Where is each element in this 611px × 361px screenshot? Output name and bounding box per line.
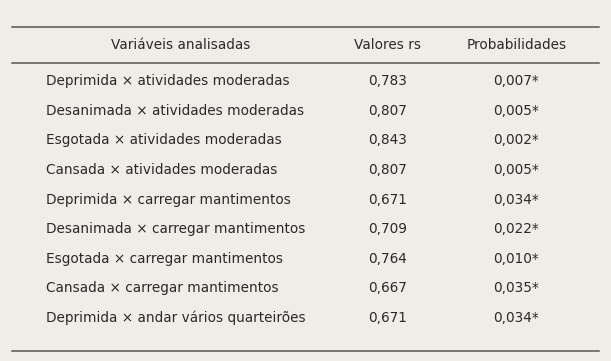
Text: Desanimada × carregar mantimentos: Desanimada × carregar mantimentos xyxy=(46,222,306,236)
Text: 0,002*: 0,002* xyxy=(494,134,539,147)
Text: 0,022*: 0,022* xyxy=(494,222,539,236)
Text: Esgotada × atividades moderadas: Esgotada × atividades moderadas xyxy=(46,134,282,147)
Text: Desanimada × atividades moderadas: Desanimada × atividades moderadas xyxy=(46,104,304,118)
Text: 0,764: 0,764 xyxy=(368,252,408,266)
Text: 0,035*: 0,035* xyxy=(494,282,539,295)
Text: 0,005*: 0,005* xyxy=(494,163,539,177)
Text: Esgotada × carregar mantimentos: Esgotada × carregar mantimentos xyxy=(46,252,283,266)
Text: Variáveis analisadas: Variáveis analisadas xyxy=(111,38,250,52)
Text: Deprimida × andar vários quarteirões: Deprimida × andar vários quarteirões xyxy=(46,311,306,325)
Text: 0,671: 0,671 xyxy=(368,311,408,325)
Text: 0,783: 0,783 xyxy=(368,74,408,88)
Text: 0,843: 0,843 xyxy=(368,134,408,147)
Text: Valores rs: Valores rs xyxy=(354,38,422,52)
Text: Deprimida × atividades moderadas: Deprimida × atividades moderadas xyxy=(46,74,290,88)
Text: Cansada × atividades moderadas: Cansada × atividades moderadas xyxy=(46,163,277,177)
Text: 0,671: 0,671 xyxy=(368,193,408,206)
Text: 0,807: 0,807 xyxy=(368,163,408,177)
Text: 0,807: 0,807 xyxy=(368,104,408,118)
Text: 0,007*: 0,007* xyxy=(494,74,539,88)
Text: 0,667: 0,667 xyxy=(368,282,408,295)
Text: 0,709: 0,709 xyxy=(368,222,408,236)
Text: Probabilidades: Probabilidades xyxy=(466,38,566,52)
Text: 0,034*: 0,034* xyxy=(494,311,539,325)
Text: 0,034*: 0,034* xyxy=(494,193,539,206)
Text: 0,005*: 0,005* xyxy=(494,104,539,118)
Text: Deprimida × carregar mantimentos: Deprimida × carregar mantimentos xyxy=(46,193,291,206)
Text: Cansada × carregar mantimentos: Cansada × carregar mantimentos xyxy=(46,282,279,295)
Text: 0,010*: 0,010* xyxy=(494,252,539,266)
